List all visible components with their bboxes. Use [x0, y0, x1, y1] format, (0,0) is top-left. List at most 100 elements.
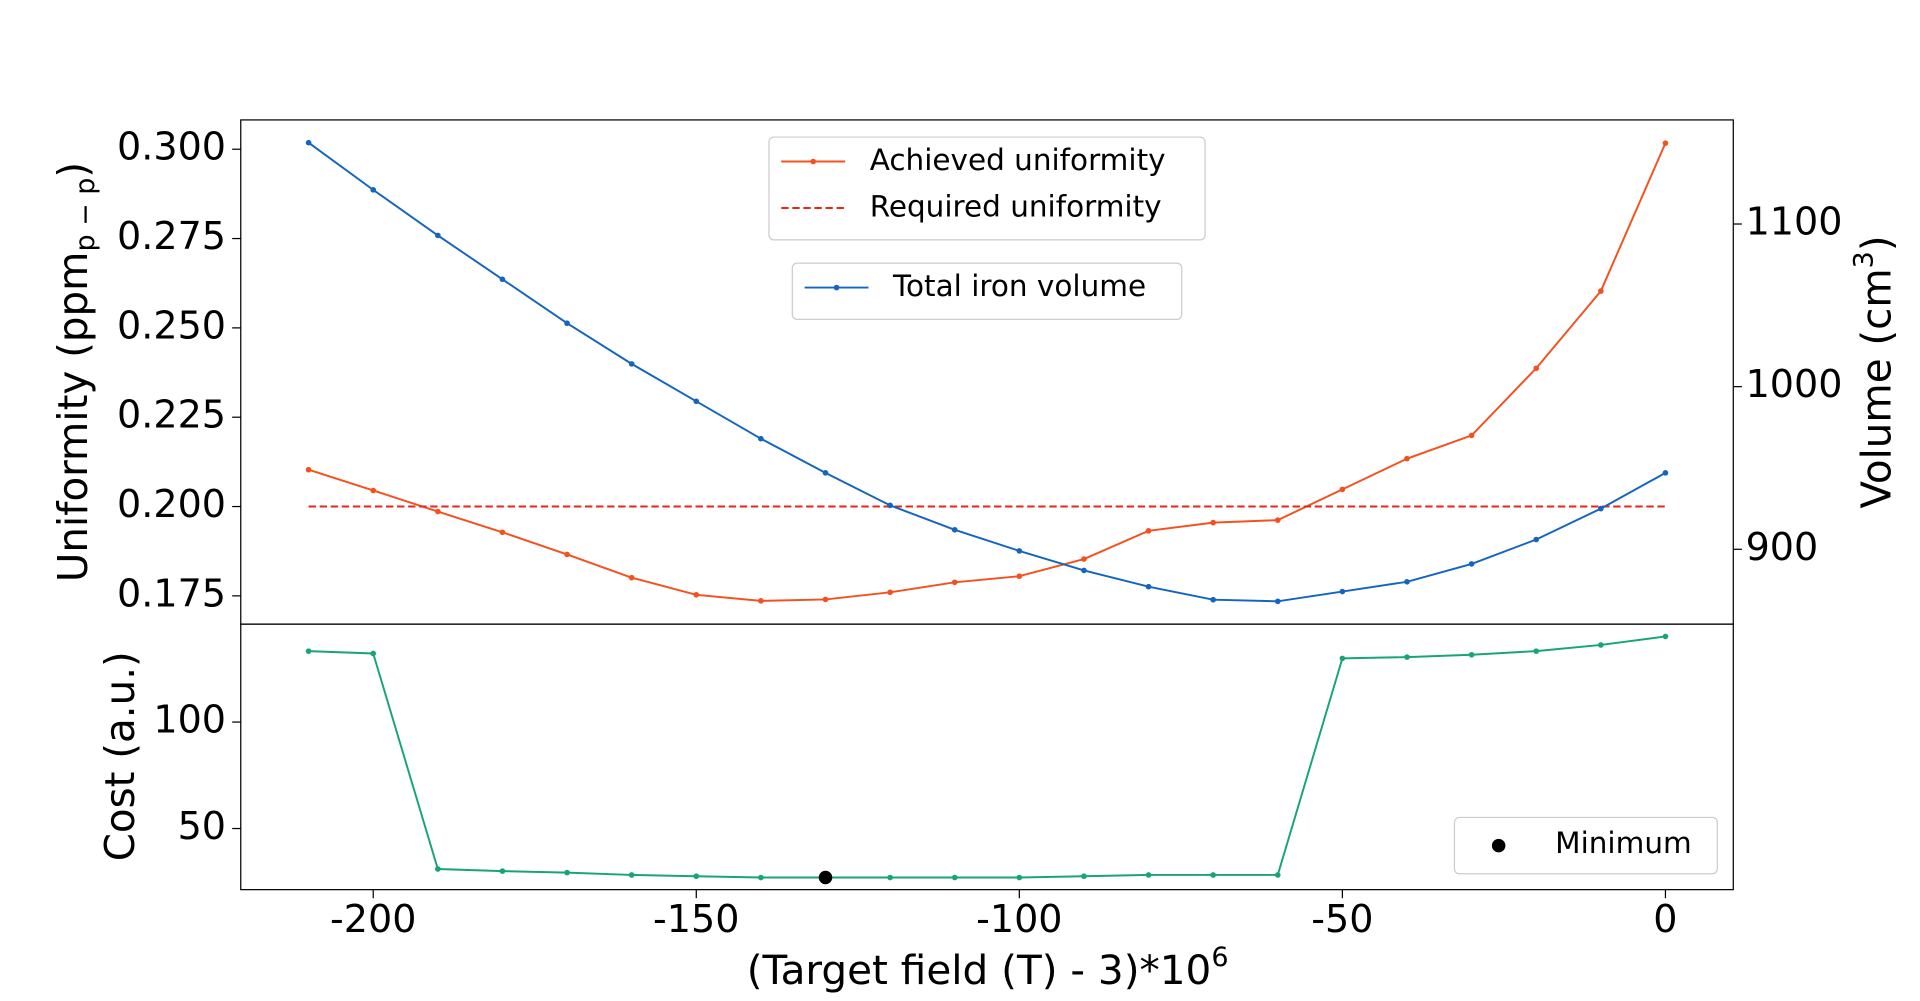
point — [499, 529, 506, 536]
cost-axis-label: Cost (a.u.) — [96, 651, 144, 861]
point — [1662, 140, 1669, 146]
y-label-end: ) — [49, 162, 97, 178]
point — [758, 435, 764, 442]
x-tick-label: -100 — [976, 897, 1062, 941]
point — [1016, 548, 1023, 554]
series-line — [308, 141, 1666, 603]
y-tick-label: 0.225 — [117, 393, 226, 437]
point — [370, 487, 377, 494]
axes-frame — [240, 623, 1734, 891]
y2-axis-label: Volume (cm3) — [1848, 235, 1900, 508]
legend-label: Required uniformity — [870, 190, 1162, 224]
point — [951, 526, 958, 533]
legend-marker — [810, 158, 817, 165]
point — [1081, 873, 1087, 880]
point — [435, 232, 441, 239]
point — [1533, 648, 1540, 654]
y-tick-label: 0.300 — [117, 125, 226, 169]
point — [305, 139, 312, 146]
point — [1274, 517, 1281, 523]
point — [628, 574, 635, 581]
point — [1081, 556, 1087, 562]
point — [822, 470, 829, 476]
point — [1016, 573, 1023, 580]
y-axis-label: Uniformity (ppmp − p) — [49, 162, 100, 582]
series-line — [308, 142, 1667, 602]
point — [1533, 365, 1540, 372]
point — [628, 872, 635, 878]
legend-marker — [1491, 838, 1506, 853]
y-tick-label: 0.275 — [117, 214, 226, 258]
point — [1145, 528, 1152, 534]
point — [1210, 519, 1216, 526]
point — [1662, 470, 1669, 476]
y2-tick-label: 1000 — [1746, 362, 1843, 406]
y2-label-sup: 3 — [1848, 251, 1879, 268]
x-label-text: (Target field (T) - 3)*10 — [747, 946, 1212, 994]
legend-label: Total iron volume — [892, 269, 1146, 303]
y-tick-label: 0.175 — [117, 571, 226, 615]
point — [1404, 654, 1410, 660]
point — [370, 187, 377, 193]
y-tick-label: 50 — [178, 804, 226, 848]
point — [564, 869, 570, 876]
point — [758, 598, 764, 604]
y-tick-label: 0.200 — [117, 482, 226, 526]
legend-box — [791, 262, 1183, 321]
y-label-sub: p − p — [69, 178, 100, 252]
legend-label: Minimum — [1555, 826, 1692, 860]
point — [1598, 642, 1604, 648]
point — [305, 466, 312, 473]
point — [693, 398, 700, 405]
point — [887, 589, 893, 596]
point — [1404, 455, 1410, 462]
y-label-text: Uniformity (ppm — [49, 252, 97, 583]
point — [951, 579, 958, 586]
point — [1533, 536, 1540, 543]
y2-tick-label: 900 — [1746, 525, 1819, 569]
point — [822, 596, 829, 603]
point — [1145, 583, 1152, 590]
point — [1145, 872, 1152, 878]
point — [693, 873, 700, 880]
y2-tick-label: 1100 — [1746, 200, 1843, 244]
x-tick-label: -150 — [653, 897, 739, 941]
point — [435, 866, 441, 872]
point — [1404, 578, 1410, 585]
point — [1598, 288, 1604, 294]
point — [1468, 561, 1475, 567]
minimum-point — [818, 870, 833, 885]
y2-label-end: ) — [1852, 235, 1900, 251]
point — [1339, 655, 1346, 662]
point — [499, 868, 506, 874]
point — [1662, 633, 1669, 640]
x-tick-label: -50 — [1311, 897, 1373, 941]
legend-marker — [833, 284, 840, 291]
point — [887, 502, 893, 509]
point — [1468, 432, 1475, 439]
point — [758, 874, 764, 881]
point — [305, 648, 312, 654]
point — [1016, 874, 1023, 881]
point — [370, 650, 377, 657]
x-axis-label: (Target field (T) - 3)*106 — [747, 942, 1229, 994]
point — [693, 591, 700, 598]
y-tick-label: 0.250 — [117, 303, 226, 347]
point — [1468, 651, 1475, 658]
point — [1081, 567, 1087, 574]
series-line — [308, 635, 1666, 879]
x-tick-label: 0 — [1653, 897, 1677, 941]
y2-label-text: Volume (cm — [1852, 268, 1900, 508]
point — [564, 320, 570, 327]
x-label-sup: 6 — [1211, 942, 1228, 973]
point — [887, 874, 893, 881]
legend-label: Achieved uniformity — [870, 143, 1166, 177]
point — [1598, 505, 1604, 512]
x-tick-label: -200 — [330, 897, 416, 941]
point — [499, 276, 506, 283]
point — [1210, 872, 1216, 878]
point — [1210, 596, 1216, 603]
y-tick-label: 100 — [153, 698, 226, 742]
legend-box — [768, 136, 1206, 241]
